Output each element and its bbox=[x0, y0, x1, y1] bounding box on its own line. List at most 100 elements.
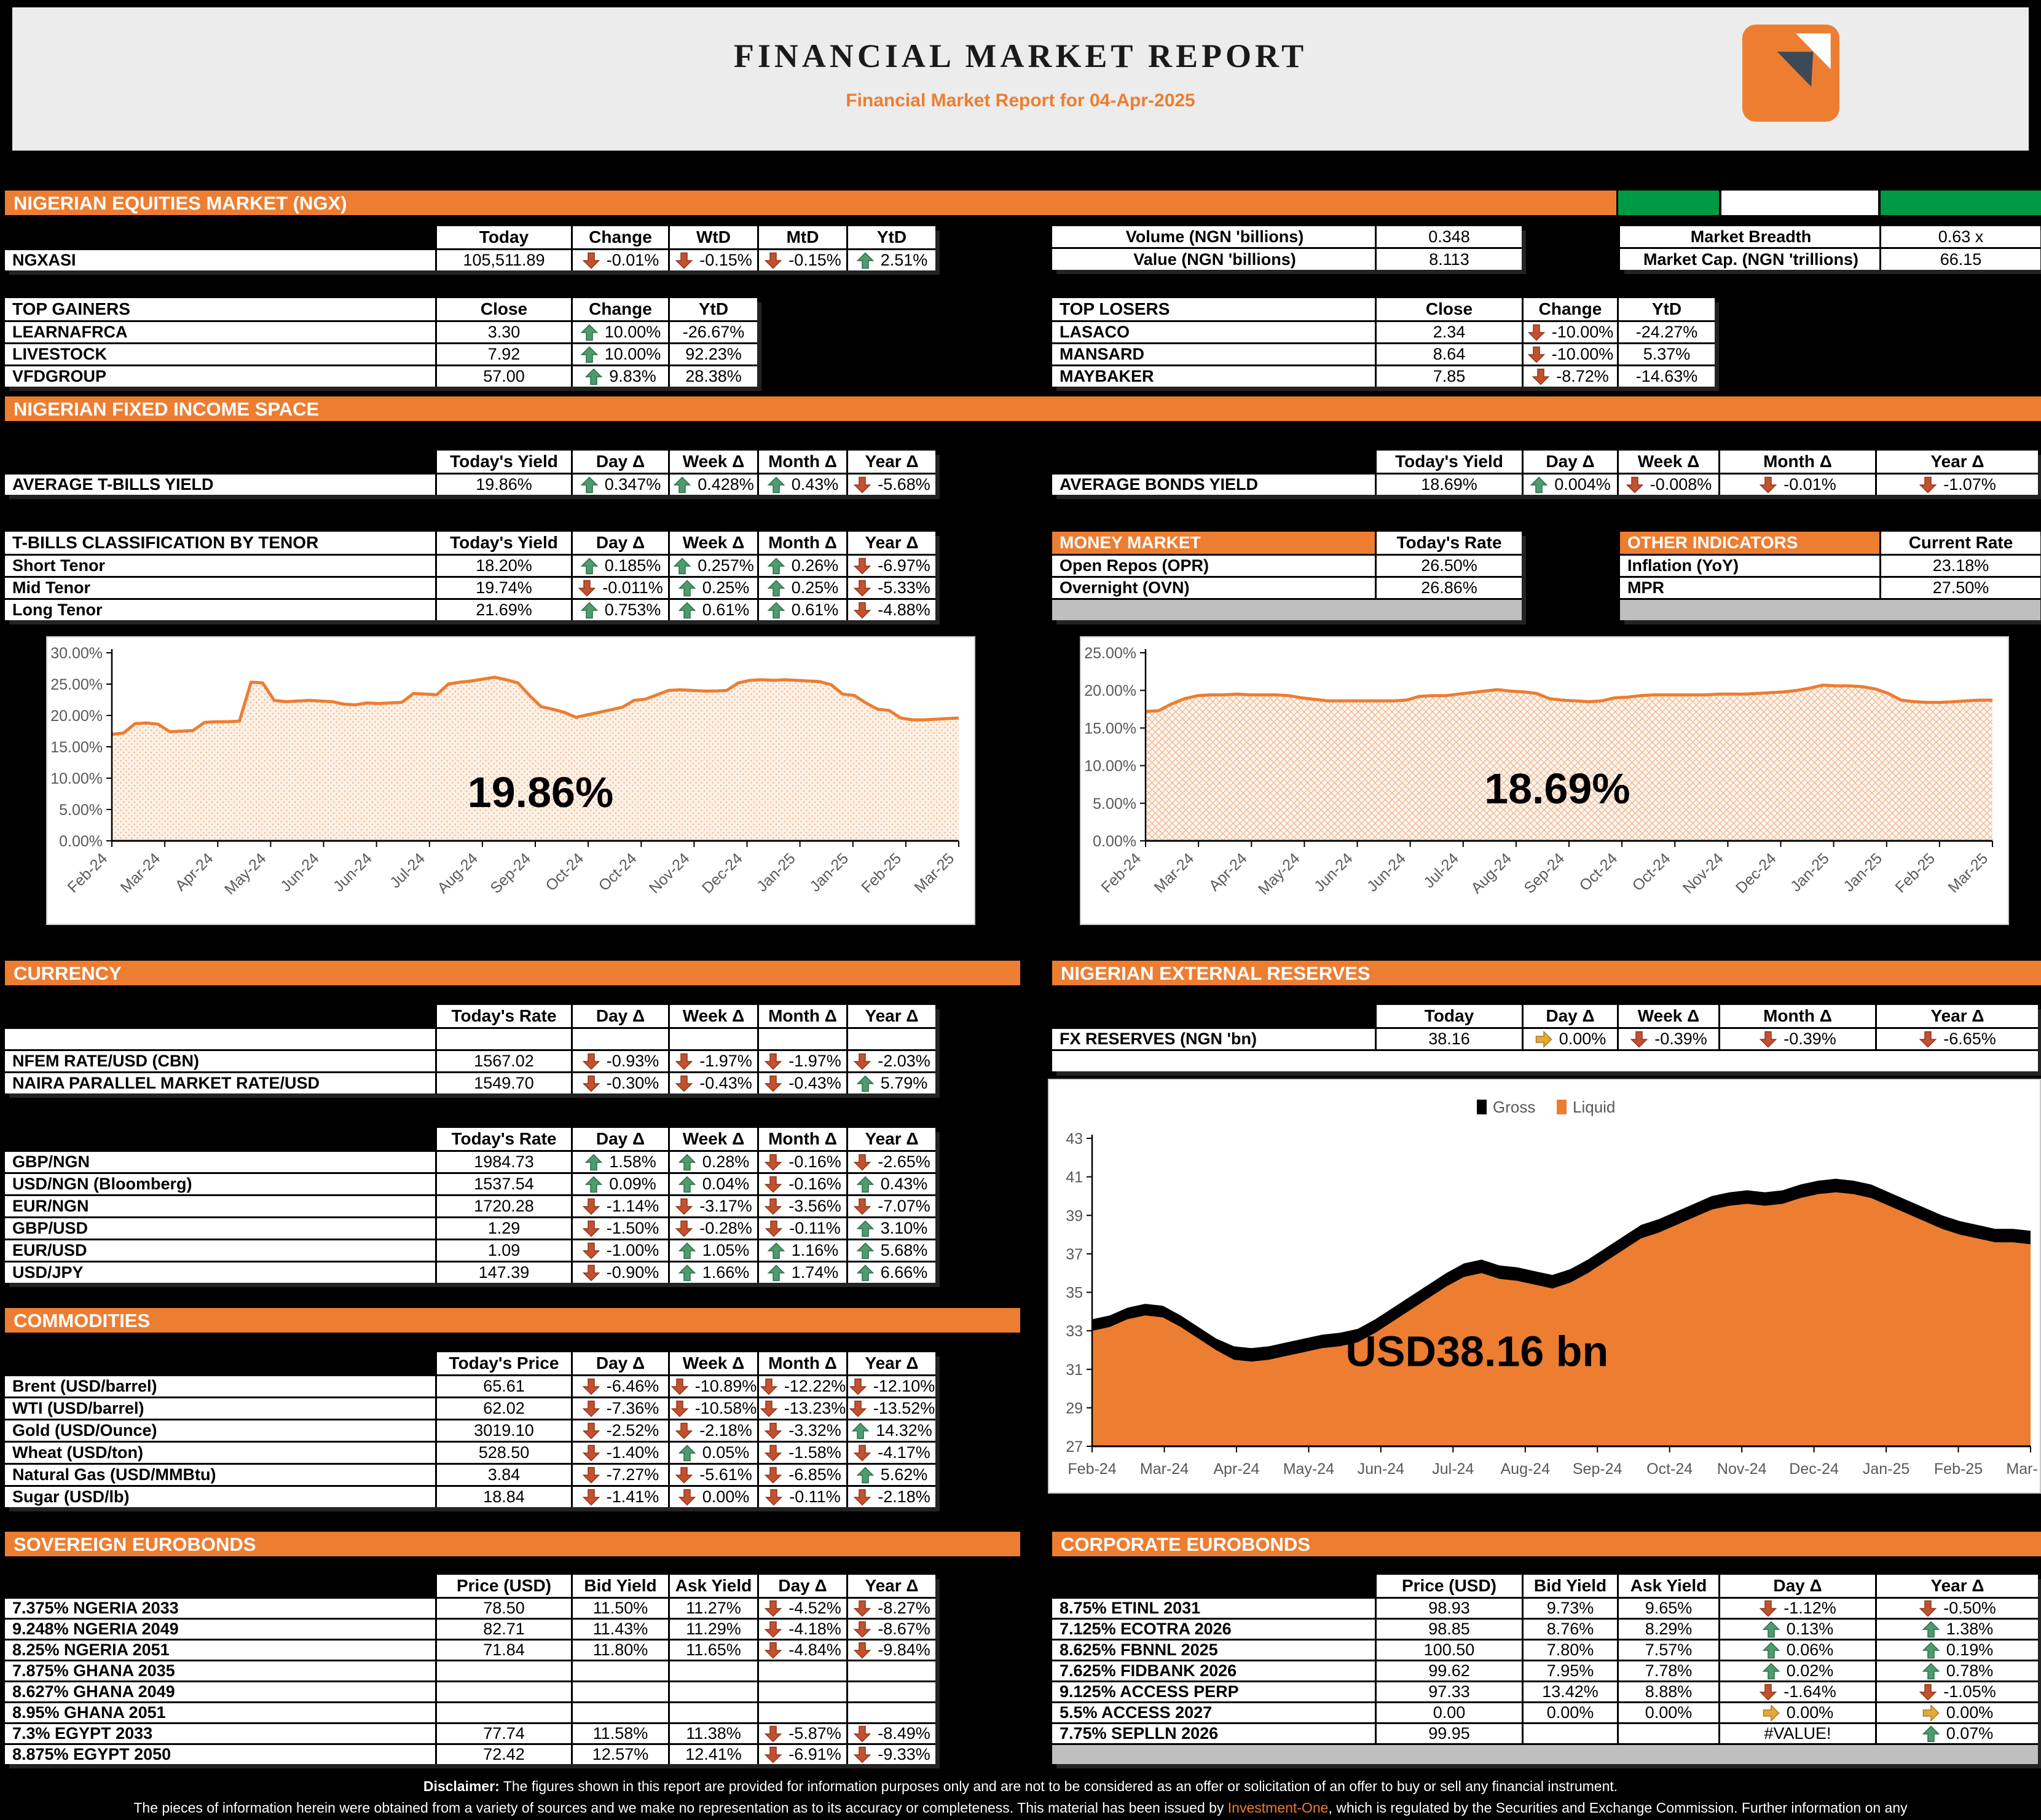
value-cell: -2.52% bbox=[573, 1420, 668, 1441]
svg-text:Jan-25: Jan-25 bbox=[1840, 849, 1886, 895]
down-arrow-icon bbox=[582, 252, 600, 269]
value-cell: 7.78% bbox=[1619, 1661, 1718, 1680]
down-arrow-icon bbox=[853, 1154, 871, 1171]
row-label: Market Breadth bbox=[1620, 226, 1879, 247]
flat-arrow-icon bbox=[1535, 1030, 1552, 1048]
row-label: 7.625% FIDBANK 2026 bbox=[1052, 1661, 1375, 1680]
avg-bonds-yield-table: Today's Yield Day Δ Week Δ Month Δ Year Δ AVE… bbox=[1052, 451, 2038, 495]
brand-link[interactable]: Investment-One bbox=[1227, 1800, 1329, 1816]
value-cell: 7.57% bbox=[1619, 1641, 1718, 1660]
down-arrow-icon bbox=[671, 1378, 689, 1395]
column-header: Month Δ bbox=[759, 1352, 846, 1374]
value-cell: 1.38% bbox=[1877, 1620, 2038, 1639]
svg-text:Jan-25: Jan-25 bbox=[1787, 849, 1833, 895]
value-cell: -0.30% bbox=[573, 1073, 668, 1093]
value-cell: 0.28% bbox=[670, 1152, 757, 1172]
up-arrow-icon bbox=[678, 1175, 696, 1192]
column-header: Month Δ bbox=[759, 532, 846, 554]
column-header: Year Δ bbox=[1877, 451, 2038, 473]
value-cell: -1.41% bbox=[573, 1487, 668, 1507]
down-arrow-icon bbox=[764, 252, 782, 269]
value-cell bbox=[848, 1703, 935, 1722]
up-arrow-icon bbox=[1762, 1641, 1780, 1658]
value-cell: -10.89% bbox=[670, 1376, 757, 1397]
value-cell: 97.33 bbox=[1377, 1682, 1522, 1701]
value-cell: -10.00% bbox=[1524, 344, 1617, 364]
up-arrow-icon bbox=[767, 1264, 785, 1281]
svg-text:25.00%: 25.00% bbox=[1084, 645, 1136, 662]
up-arrow-icon bbox=[580, 345, 599, 363]
value-cell: 7.85 bbox=[1377, 366, 1522, 387]
svg-text:0.00%: 0.00% bbox=[59, 833, 103, 850]
row-label: Open Repos (OPR) bbox=[1052, 556, 1375, 576]
value-cell: 0.00% bbox=[1877, 1703, 2038, 1722]
value-cell: 100.50 bbox=[1377, 1641, 1522, 1660]
value-cell: 65.61 bbox=[437, 1376, 571, 1397]
value-cell: 11.50% bbox=[573, 1599, 668, 1618]
section-fixed-income-bar: NIGERIAN FIXED INCOME SPACE bbox=[5, 396, 2041, 421]
ngxasi-table: Today Change WtD MtD YtD NGXASI 105,511.89 -0.0… bbox=[5, 226, 935, 270]
value-cell: -1.40% bbox=[573, 1443, 668, 1463]
value-cell: 3019.10 bbox=[437, 1420, 571, 1441]
column-header: Today's Rate bbox=[437, 1005, 571, 1027]
column-header: Year Δ bbox=[1877, 1005, 2038, 1027]
value-cell: 10.00% bbox=[573, 344, 668, 364]
value-cell: 0.348 bbox=[1377, 226, 1522, 247]
value-cell: 1.66% bbox=[670, 1263, 757, 1283]
value-cell: 1.09 bbox=[437, 1240, 571, 1261]
down-arrow-icon bbox=[853, 1642, 871, 1659]
svg-text:Jan-25: Jan-25 bbox=[753, 849, 799, 895]
disclaimer-line-2: The pieces of information herein were ob… bbox=[0, 1800, 2041, 1816]
value-cell: -0.90% bbox=[573, 1263, 668, 1283]
down-arrow-icon bbox=[764, 1725, 782, 1743]
down-arrow-icon bbox=[675, 252, 693, 269]
row-label: EUR/USD bbox=[5, 1240, 435, 1261]
value-cell: -0.16% bbox=[759, 1152, 846, 1172]
svg-text:5.00%: 5.00% bbox=[1093, 795, 1136, 813]
row-label: MANSARD bbox=[1052, 344, 1375, 364]
row-label: 7.375% NGERIA 2033 bbox=[5, 1599, 435, 1618]
section-ngx-bar: NIGERIAN EQUITIES MARKET (NGX) bbox=[5, 191, 2041, 215]
value-cell: 18.20% bbox=[437, 556, 571, 576]
column-header: Day Δ bbox=[573, 1128, 668, 1150]
column-header: Change bbox=[573, 298, 668, 320]
value-cell: 11.43% bbox=[573, 1620, 668, 1639]
value-cell: 3.10% bbox=[848, 1218, 935, 1239]
row-label: LIVESTOCK bbox=[5, 344, 435, 364]
down-arrow-icon bbox=[1759, 1684, 1777, 1701]
value-cell bbox=[670, 1661, 757, 1680]
section-currency-label: CURRENCY bbox=[14, 963, 122, 984]
svg-text:Mar-24: Mar-24 bbox=[117, 849, 164, 896]
value-cell: -0.93% bbox=[573, 1051, 668, 1071]
value-cell: 0.04% bbox=[670, 1174, 757, 1194]
row-label: FX RESERVES (NGN 'bn) bbox=[1052, 1029, 1375, 1049]
down-arrow-icon bbox=[1919, 476, 1937, 494]
avg-tbills-yield-table: Today's Yield Day Δ Week Δ Month Δ Year Δ AVE… bbox=[5, 451, 935, 495]
row-label: Long Tenor bbox=[5, 600, 435, 620]
section-commodities-bar: COMMODITIES bbox=[5, 1308, 1020, 1333]
column-header: Today's Rate bbox=[437, 1128, 571, 1150]
up-arrow-icon bbox=[678, 579, 696, 596]
svg-text:Feb-24: Feb-24 bbox=[1068, 1460, 1116, 1478]
value-cell: 77.74 bbox=[437, 1724, 571, 1743]
down-arrow-icon bbox=[1919, 1684, 1937, 1701]
down-arrow-icon bbox=[1759, 1600, 1777, 1617]
down-arrow-icon bbox=[1527, 346, 1546, 363]
row-label: USD/JPY bbox=[5, 1263, 435, 1283]
up-arrow-icon bbox=[767, 557, 785, 574]
value-cell: -1.05% bbox=[1877, 1682, 2038, 1701]
svg-text:Sep-24: Sep-24 bbox=[1573, 1460, 1622, 1478]
svg-text:20.00%: 20.00% bbox=[50, 707, 103, 725]
svg-text:Mar-25: Mar-25 bbox=[1945, 849, 1991, 896]
value-cell: 28.38% bbox=[670, 366, 757, 387]
value-cell bbox=[573, 1029, 668, 1049]
top-losers-table: TOP LOSERS Close Change YtD LASACO 2.34 -10.00… bbox=[1052, 298, 1715, 387]
value-cell: 14.32% bbox=[848, 1420, 935, 1441]
column-header: Day Δ bbox=[573, 532, 668, 554]
bonds-yield-chart: 25.00% 20.00% 15.00% 10.00% 5.00% 0.00% Feb-24… bbox=[1080, 636, 2009, 925]
column-header: YtD bbox=[848, 226, 935, 248]
value-cell: -2.65% bbox=[848, 1152, 935, 1172]
svg-text:5.00%: 5.00% bbox=[59, 802, 103, 819]
value-cell: 0.61% bbox=[759, 600, 846, 620]
table-header-label: OTHER INDICATORS bbox=[1620, 532, 1879, 554]
